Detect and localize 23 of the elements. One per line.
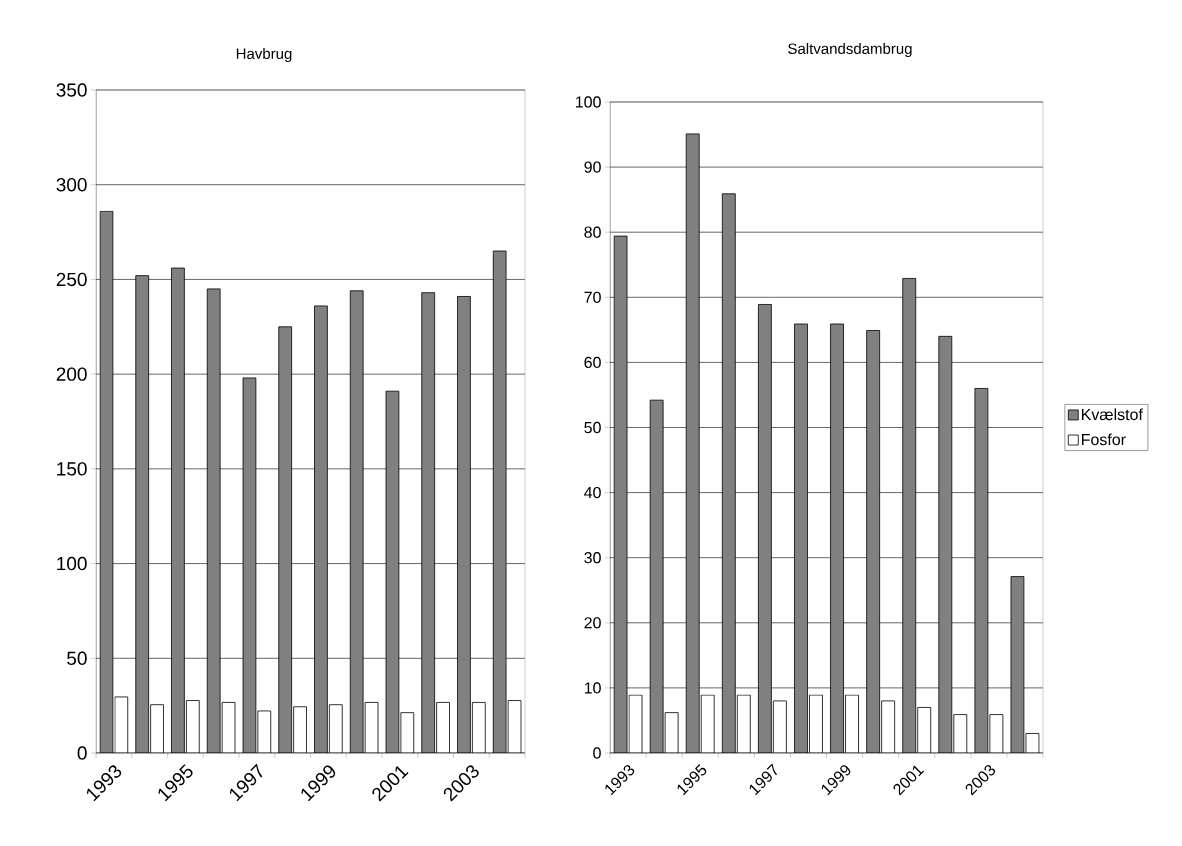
y-tick-label: 90 [584,161,601,173]
y-tick-label: 80 [584,226,601,238]
legend-label: Fosfor [1081,433,1126,446]
y-tick-label: 150 [57,462,87,476]
y-tick-label: 0 [77,746,87,760]
y-tick-label: 10 [584,682,601,694]
y-tick-label: 100 [576,96,601,108]
legend-label: Kvælstof [1081,408,1143,421]
y-tick-label: 60 [584,356,601,369]
y-tick-label: 300 [56,177,87,192]
chart-title: Saltvandsdambrug [788,43,912,57]
y-tick-label: 40 [584,486,601,499]
chart-title: Havbrug [236,48,292,62]
y-tick-label: 350 [56,83,87,97]
y-tick-label: 50 [67,651,87,666]
y-tick-label: 100 [57,556,87,571]
y-tick-label: 30 [584,552,601,564]
y-tick-label: 70 [584,291,601,303]
y-tick-label: 0 [593,747,601,759]
y-tick-label: 250 [56,272,87,287]
y-tick-label: 50 [584,421,601,434]
y-tick-label: 20 [584,617,601,629]
y-tick-label: 200 [56,367,87,381]
